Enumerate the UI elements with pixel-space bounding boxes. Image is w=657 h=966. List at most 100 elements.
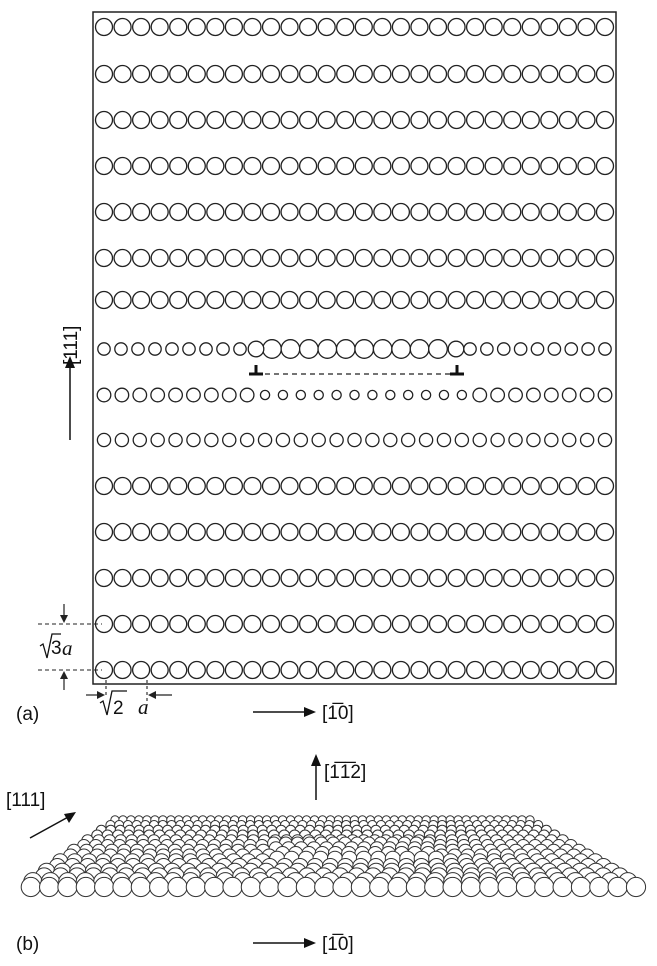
atom bbox=[94, 522, 114, 542]
atom bbox=[472, 387, 488, 403]
atom bbox=[94, 290, 114, 310]
atom bbox=[169, 522, 188, 542]
atom bbox=[373, 202, 392, 222]
atom bbox=[94, 248, 114, 268]
atom bbox=[336, 290, 355, 310]
atom bbox=[224, 248, 244, 268]
atom bbox=[298, 339, 319, 359]
atom bbox=[391, 522, 411, 542]
atom bbox=[484, 522, 503, 542]
atom bbox=[317, 110, 336, 130]
atom bbox=[298, 17, 318, 37]
atom bbox=[280, 339, 301, 359]
atom bbox=[261, 568, 281, 588]
direction-112-label: [1̅1̅2] bbox=[324, 762, 366, 783]
atom bbox=[540, 64, 559, 84]
atom bbox=[114, 387, 130, 403]
atom bbox=[521, 660, 540, 680]
atom bbox=[335, 339, 356, 359]
sphere-atom bbox=[552, 876, 573, 898]
atom bbox=[418, 432, 434, 448]
atom bbox=[373, 290, 392, 310]
atom bbox=[597, 432, 613, 448]
atom bbox=[365, 432, 380, 448]
atom bbox=[329, 432, 344, 448]
atom bbox=[391, 660, 411, 680]
atom bbox=[113, 202, 132, 222]
atom bbox=[579, 432, 595, 448]
atom bbox=[354, 64, 373, 84]
sphere-atom bbox=[570, 876, 592, 898]
atom bbox=[96, 387, 112, 403]
sphere-atom bbox=[259, 876, 280, 898]
atom bbox=[503, 290, 522, 310]
atom bbox=[503, 568, 522, 588]
atom bbox=[224, 568, 244, 588]
atom bbox=[595, 202, 615, 222]
atom bbox=[391, 17, 411, 37]
atom bbox=[298, 660, 318, 680]
atom bbox=[317, 17, 336, 37]
atom bbox=[224, 17, 244, 37]
atom bbox=[508, 432, 523, 448]
atom bbox=[132, 387, 148, 403]
atom bbox=[243, 614, 262, 634]
atom bbox=[216, 342, 230, 356]
atom bbox=[503, 156, 522, 176]
atom bbox=[336, 64, 355, 84]
atom bbox=[447, 202, 466, 222]
atom bbox=[187, 202, 206, 222]
atom bbox=[465, 202, 485, 222]
sphere-atom bbox=[497, 876, 518, 898]
atom bbox=[280, 614, 299, 634]
atom bbox=[206, 568, 225, 588]
atom bbox=[558, 202, 578, 222]
atom bbox=[206, 290, 225, 310]
atom bbox=[186, 432, 201, 448]
sphere-atom bbox=[277, 876, 298, 898]
atom bbox=[595, 110, 615, 130]
atom bbox=[558, 64, 578, 84]
atom bbox=[465, 568, 485, 588]
atom bbox=[243, 202, 262, 222]
atom bbox=[262, 339, 282, 359]
atom bbox=[391, 568, 411, 588]
atom bbox=[595, 248, 615, 268]
atom bbox=[447, 290, 466, 310]
atom bbox=[131, 342, 145, 356]
atom bbox=[298, 568, 318, 588]
atom bbox=[577, 202, 596, 222]
atom bbox=[354, 248, 373, 268]
atom bbox=[496, 342, 511, 356]
atom bbox=[94, 110, 114, 130]
panel-a-frame bbox=[92, 11, 617, 685]
atom bbox=[484, 64, 503, 84]
panel-a-atom-lattice bbox=[94, 17, 615, 680]
atom bbox=[131, 156, 151, 176]
atom bbox=[150, 387, 166, 403]
atom bbox=[150, 614, 169, 634]
sphere-atom bbox=[314, 876, 335, 898]
atom bbox=[544, 432, 559, 448]
atom bbox=[224, 522, 244, 542]
atom bbox=[543, 387, 559, 403]
atom bbox=[94, 568, 114, 588]
atom bbox=[503, 17, 522, 37]
atom bbox=[447, 522, 466, 542]
atom bbox=[280, 522, 299, 542]
atom bbox=[484, 17, 503, 37]
atom bbox=[484, 248, 503, 268]
sphere-atom bbox=[39, 876, 60, 898]
atom bbox=[428, 476, 448, 496]
atom bbox=[169, 290, 188, 310]
atom bbox=[280, 290, 299, 310]
atom bbox=[311, 432, 326, 448]
atom bbox=[131, 660, 151, 680]
row-spacing-dimension: 3 a bbox=[38, 604, 102, 690]
atom bbox=[280, 248, 299, 268]
atom bbox=[540, 17, 559, 37]
atom bbox=[131, 17, 151, 37]
atom bbox=[540, 248, 559, 268]
atom bbox=[354, 17, 373, 37]
atom bbox=[465, 17, 485, 37]
